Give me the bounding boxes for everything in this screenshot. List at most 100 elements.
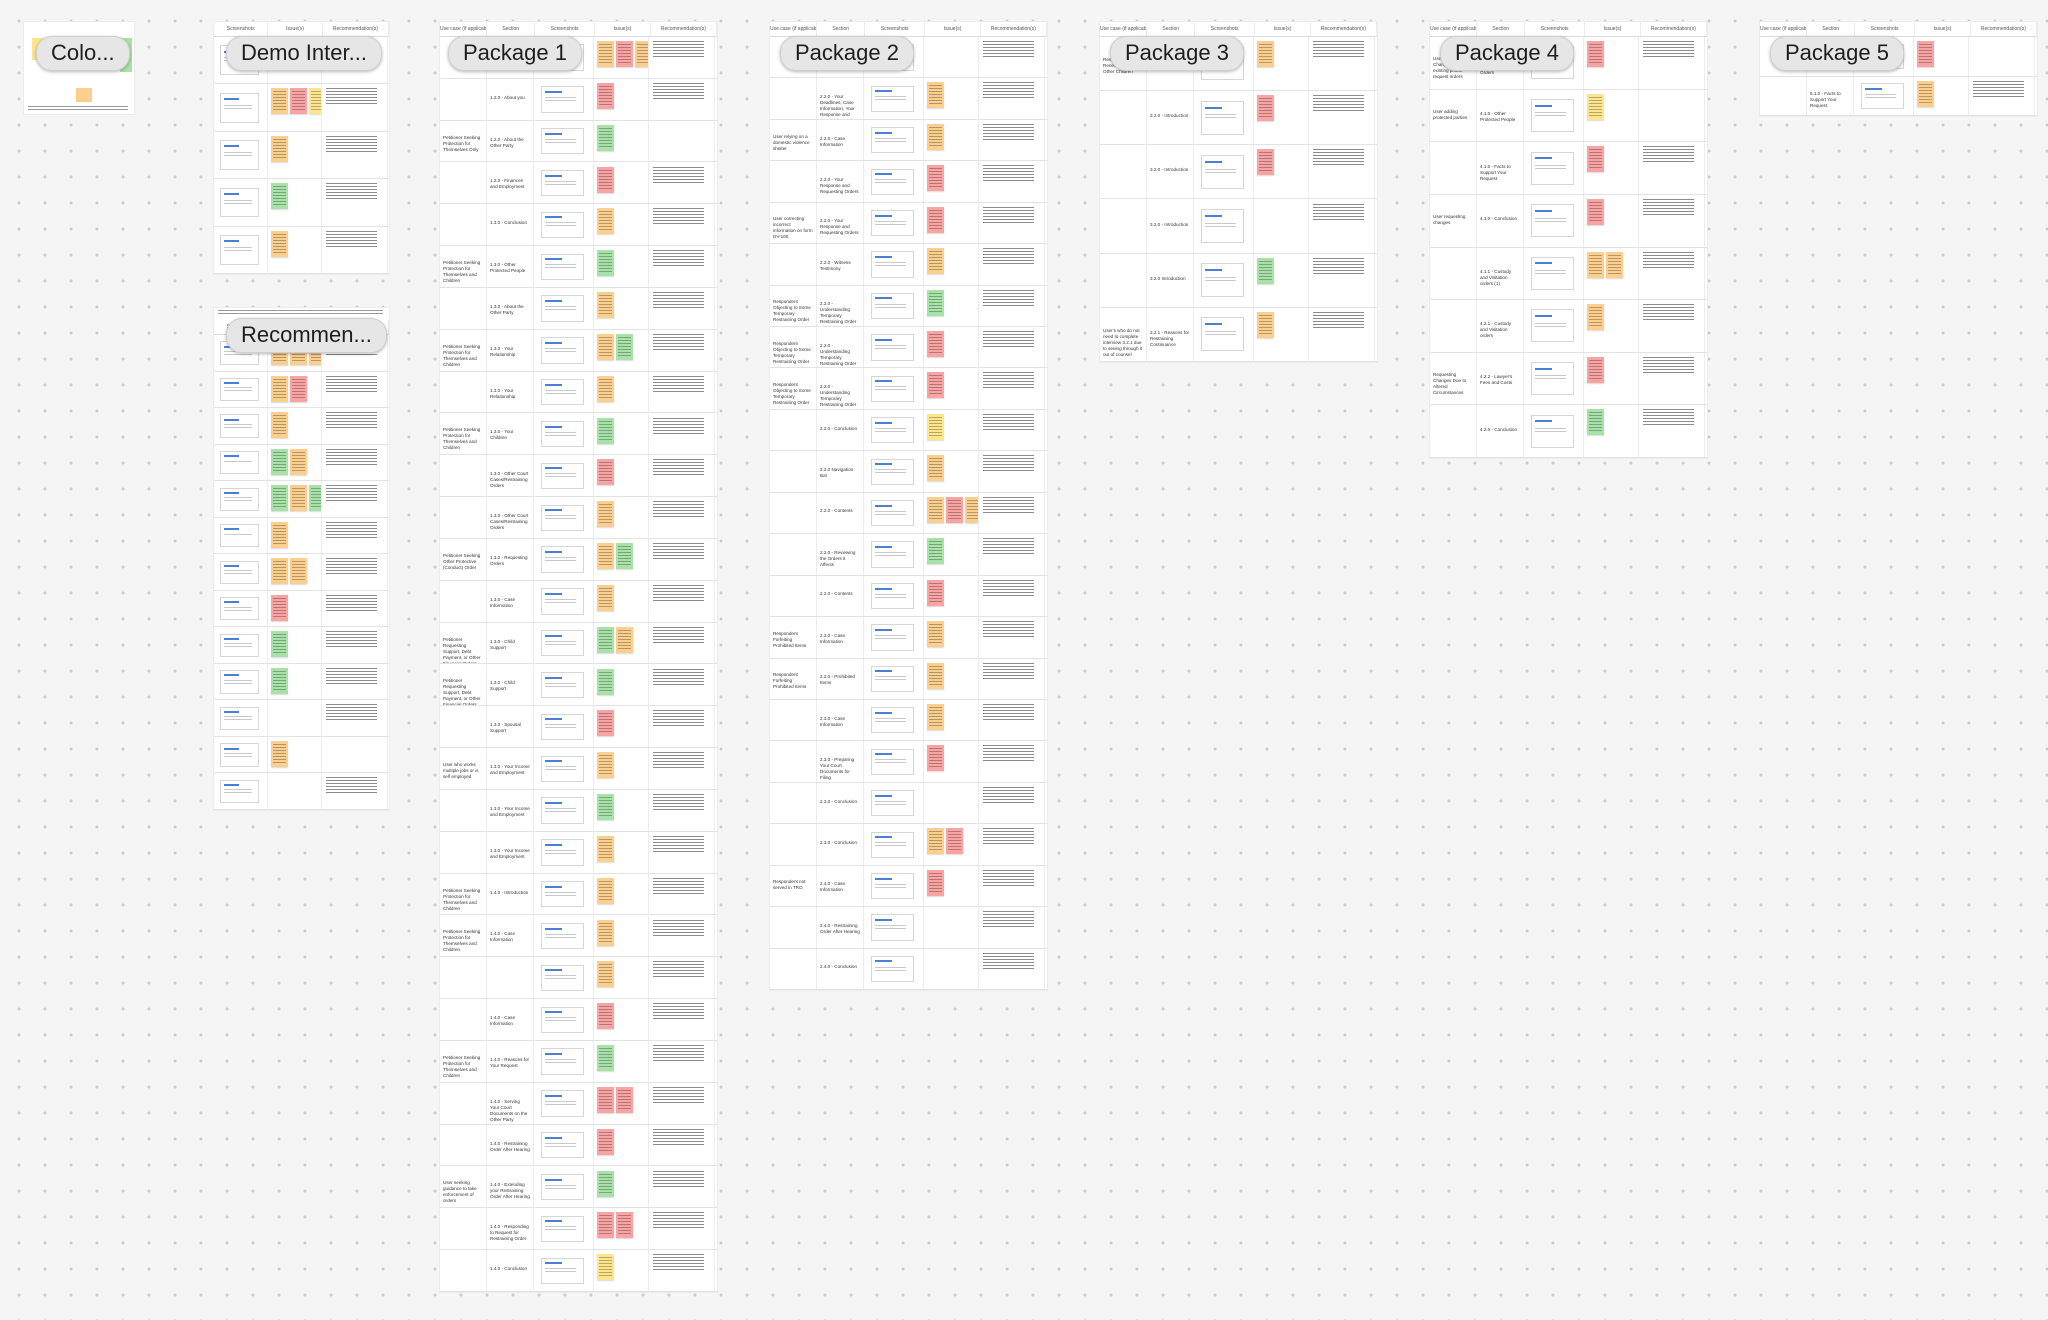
screenshot-cell[interactable]: [534, 748, 594, 789]
table-row[interactable]: 1.3.0 - Case Information: [440, 580, 717, 623]
sticky-note-red[interactable]: [1257, 95, 1274, 122]
screenshot-cell[interactable]: [1524, 405, 1584, 457]
screenshot-thumbnail[interactable]: [541, 1048, 585, 1075]
screenshot-cell[interactable]: [864, 409, 924, 451]
screenshot-cell[interactable]: [534, 413, 594, 455]
screenshot-thumbnail[interactable]: [220, 670, 260, 694]
frame-package-3[interactable]: Use case (if applicable) Section Screensho…: [1100, 22, 1377, 362]
table-row[interactable]: Petitioner Requesting Support, Debt Paym…: [440, 664, 717, 707]
screenshot-thumbnail[interactable]: [1531, 362, 1575, 395]
table-row[interactable]: 2.3.0 - Preparing Your Court Documents f…: [770, 741, 1047, 783]
sticky-note-orange[interactable]: [597, 752, 614, 779]
sticky-note-orange[interactable]: [597, 961, 614, 988]
table-row[interactable]: 2.2.0 - Contents: [770, 575, 1047, 618]
table-row[interactable]: 2.4.0 - Conclusion: [770, 948, 1047, 990]
screenshot-thumbnail[interactable]: [541, 1215, 585, 1243]
screenshot-thumbnail[interactable]: [1531, 414, 1575, 448]
table-row[interactable]: 2.2.0 Navigation Bar: [770, 451, 1047, 493]
screenshot-thumbnail[interactable]: [541, 86, 585, 113]
table-row[interactable]: 4.2.0 - Conclusion: [1430, 405, 1707, 458]
table-row[interactable]: User adding protected parties 4.1.0 - Oth…: [1430, 89, 1707, 143]
table-row[interactable]: 3.2.0 Introduction: [1100, 253, 1377, 308]
sticky-note-green[interactable]: [271, 448, 288, 475]
screenshot-thumbnail[interactable]: [541, 630, 585, 657]
sticky-note-orange[interactable]: [597, 835, 614, 862]
screenshot-thumbnail[interactable]: [541, 379, 585, 406]
screenshot-thumbnail[interactable]: [1201, 100, 1245, 135]
screenshot-cell[interactable]: [864, 368, 924, 409]
table-row[interactable]: 4.2.1 - Custody and Visitation orders: [1430, 300, 1707, 353]
screenshot-thumbnail[interactable]: [220, 706, 260, 731]
sticky-note-red[interactable]: [597, 1128, 614, 1155]
screenshot-thumbnail[interactable]: [541, 671, 585, 699]
screenshot-cell[interactable]: [214, 554, 268, 590]
table-row[interactable]: 4.1.0 - Facts to Support Your Request: [1430, 142, 1707, 195]
screenshot-cell[interactable]: [534, 664, 594, 706]
table-row[interactable]: Petitioner Seeking Protection for Themse…: [440, 329, 717, 372]
screenshot-thumbnail[interactable]: [541, 1006, 585, 1033]
screenshot-thumbnail[interactable]: [871, 748, 915, 775]
screenshot-cell[interactable]: [534, 622, 594, 664]
table-row[interactable]: 2.2.0 - Contents: [770, 492, 1047, 535]
sticky-note-green[interactable]: [597, 417, 614, 444]
screenshot-thumbnail[interactable]: [541, 1173, 585, 1201]
sticky-note-orange[interactable]: [271, 375, 288, 402]
screenshot-cell[interactable]: [1194, 145, 1254, 199]
screenshot-cell[interactable]: [214, 444, 268, 481]
sticky-note-red[interactable]: [616, 41, 633, 67]
table-row[interactable]: [214, 554, 389, 591]
screenshot-cell[interactable]: [864, 119, 924, 161]
table-row[interactable]: 2.2.0 - Your Response and Requesting Ord…: [770, 161, 1047, 203]
sticky-note-orange[interactable]: [927, 248, 944, 275]
table-row[interactable]: 2.2.0 - Conclusion: [770, 409, 1047, 452]
screenshot-cell[interactable]: [214, 179, 268, 226]
sticky-note-orange[interactable]: [597, 208, 614, 235]
screenshot-cell[interactable]: [214, 131, 268, 179]
screenshot-cell[interactable]: [214, 408, 268, 444]
table-row[interactable]: [214, 517, 389, 555]
screenshot-cell[interactable]: [1194, 253, 1254, 307]
screenshot-cell[interactable]: [864, 451, 924, 492]
screenshot-thumbnail[interactable]: [220, 524, 260, 548]
screenshot-cell[interactable]: [1524, 300, 1584, 352]
table-row[interactable]: [214, 736, 389, 774]
screenshot-thumbnail[interactable]: [871, 292, 915, 320]
sticky-note-red[interactable]: [597, 1003, 614, 1030]
screenshot-thumbnail[interactable]: [541, 881, 585, 908]
sticky-note-red[interactable]: [927, 745, 944, 772]
screenshot-thumbnail[interactable]: [220, 597, 260, 621]
table-row[interactable]: [214, 700, 389, 737]
screenshot-cell[interactable]: [534, 790, 594, 831]
table-row[interactable]: [214, 131, 389, 180]
screenshot-thumbnail[interactable]: [541, 253, 585, 280]
screenshot-thumbnail[interactable]: [871, 624, 915, 651]
sticky-note-orange[interactable]: [927, 496, 944, 523]
screenshot-thumbnail[interactable]: [871, 375, 915, 402]
screenshot-thumbnail[interactable]: [1531, 204, 1575, 238]
screenshot-cell[interactable]: [534, 246, 594, 287]
screenshot-cell[interactable]: [864, 575, 924, 617]
screenshot-thumbnail[interactable]: [541, 420, 585, 448]
sticky-note-red[interactable]: [616, 1086, 633, 1113]
screenshot-thumbnail[interactable]: [871, 168, 915, 195]
screenshot-thumbnail[interactable]: [871, 334, 915, 361]
screenshot-cell[interactable]: [214, 517, 268, 554]
sticky-note-green[interactable]: [597, 250, 614, 277]
screenshot-thumbnail[interactable]: [220, 487, 260, 511]
frame-label-demo[interactable]: Demo Inter...: [226, 36, 382, 71]
table-row[interactable]: User's who do not need to complete inter…: [1100, 307, 1377, 362]
screenshot-cell[interactable]: [534, 78, 594, 120]
sticky-note-red[interactable]: [946, 828, 963, 855]
screenshot-thumbnail[interactable]: [220, 92, 260, 123]
sticky-note-green[interactable]: [271, 667, 288, 694]
screenshot-thumbnail[interactable]: [1201, 317, 1245, 352]
screenshot-cell[interactable]: [534, 706, 594, 748]
sticky-note-orange[interactable]: [597, 919, 614, 946]
screenshot-thumbnail[interactable]: [541, 169, 585, 197]
screenshot-thumbnail[interactable]: [1861, 83, 1905, 109]
screenshot-cell[interactable]: [534, 539, 594, 580]
sticky-note-green[interactable]: [616, 333, 633, 360]
sticky-note-orange[interactable]: [271, 135, 288, 162]
sticky-note-red[interactable]: [1587, 41, 1604, 67]
screenshot-thumbnail[interactable]: [871, 582, 915, 610]
